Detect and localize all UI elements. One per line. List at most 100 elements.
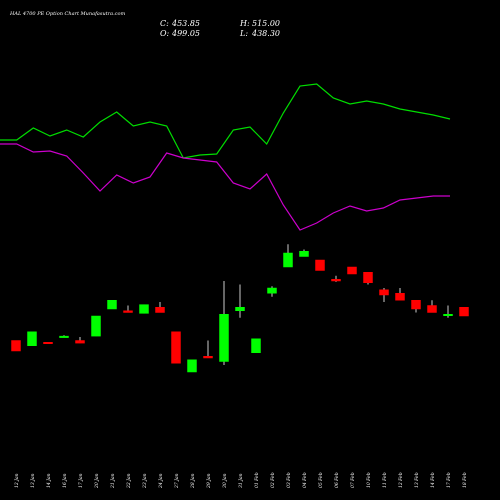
candle-18 xyxy=(299,249,309,257)
x-axis-ticks: 12 Jan 13 Jan 14 Jan 16 Jan 17 Jan 20 Jan 21 J… xyxy=(14,472,468,489)
candle-body xyxy=(347,266,357,275)
candle-5 xyxy=(91,315,101,337)
x-tick-label: 05 Feb xyxy=(318,472,324,488)
candle-body xyxy=(395,293,405,301)
candle-9 xyxy=(155,302,165,313)
indicator-lines xyxy=(0,83,451,231)
close-value: 453.85 xyxy=(171,19,200,28)
x-tick-label: 12 Jan xyxy=(14,473,20,488)
x-tick-label: 14 Feb xyxy=(430,472,436,488)
magenta-indicator-line xyxy=(0,143,450,231)
x-tick-label: 17 Jan xyxy=(78,473,84,488)
candle-7 xyxy=(123,305,133,313)
candle-8 xyxy=(139,304,149,314)
x-tick-label: 12 Feb xyxy=(398,472,404,488)
candle-body xyxy=(443,314,453,316)
x-tick-label: 24 Jan xyxy=(158,473,164,489)
candle-body xyxy=(459,307,469,317)
x-tick-label: 21 Jan xyxy=(110,473,116,489)
high-label: H: xyxy=(239,19,250,28)
candle-23 xyxy=(379,288,389,302)
candle-body xyxy=(331,279,341,282)
x-tick-label: 10 Feb xyxy=(366,472,372,488)
x-tick-label: 03 Feb xyxy=(286,472,292,488)
candle-body xyxy=(91,315,101,337)
candle-body xyxy=(427,305,437,313)
candle-body xyxy=(59,335,69,338)
candle-16 xyxy=(267,286,277,297)
x-tick-label: 06 Feb xyxy=(334,472,340,488)
x-tick-label: 17 Feb xyxy=(446,472,452,488)
x-tick-label: 04 Feb xyxy=(302,472,308,488)
candle-body xyxy=(107,300,117,310)
candle-19 xyxy=(315,259,325,271)
candle-body xyxy=(155,307,165,313)
candle-body xyxy=(363,272,373,283)
x-tick-label: 13 Jan xyxy=(30,473,36,488)
candle-12 xyxy=(203,340,213,359)
open-label: O: xyxy=(160,29,170,38)
candle-20 xyxy=(331,275,341,282)
candle-body xyxy=(219,314,229,362)
candle-body xyxy=(139,304,149,314)
open-value: 499.05 xyxy=(171,29,200,38)
candles xyxy=(11,244,469,373)
candle-28 xyxy=(459,307,469,317)
candle-body xyxy=(187,359,197,373)
candle-2 xyxy=(43,342,53,344)
candle-body xyxy=(283,252,293,268)
candle-body xyxy=(267,287,277,294)
x-tick-label: 29 Jan xyxy=(206,473,212,489)
candle-6 xyxy=(107,300,117,310)
candle-body xyxy=(75,340,85,344)
x-tick-label: 18 Feb xyxy=(462,472,468,488)
candle-0 xyxy=(11,340,21,352)
candle-body xyxy=(11,340,21,352)
x-tick-label: 20 Jan xyxy=(94,473,100,489)
green-indicator-line xyxy=(0,83,451,159)
candle-body xyxy=(411,300,421,310)
x-tick-label: 14 Jan xyxy=(46,473,52,488)
candle-14 xyxy=(235,284,245,318)
candle-body xyxy=(171,331,181,364)
candle-10 xyxy=(171,331,181,364)
candle-3 xyxy=(59,335,69,338)
x-tick-label: 02 Feb xyxy=(270,472,276,488)
x-tick-label: 31 Jan xyxy=(238,473,244,488)
x-tick-label: 27 Jan xyxy=(174,473,180,489)
ohlc-readout: C: 453.85 H: 515.00 O: 499.05 L: 438.30 xyxy=(160,19,280,38)
candle-15 xyxy=(251,338,261,353)
candle-body xyxy=(379,289,389,296)
candle-22 xyxy=(363,272,373,285)
high-value: 515.00 xyxy=(252,19,280,28)
candle-body xyxy=(299,251,309,257)
x-tick-label: 22 Jan xyxy=(126,473,132,489)
x-tick-label: 11 Feb xyxy=(382,472,388,488)
candle-24 xyxy=(395,288,405,301)
x-tick-label: 01 Feb xyxy=(254,472,260,488)
candle-27 xyxy=(443,305,453,318)
candle-1 xyxy=(27,331,37,346)
candle-4 xyxy=(75,337,85,344)
x-tick-label: 28 Jan xyxy=(190,473,196,489)
candle-26 xyxy=(427,300,437,313)
candle-13 xyxy=(219,281,229,365)
candle-body xyxy=(43,342,53,344)
candle-body xyxy=(315,259,325,271)
candle-body xyxy=(203,356,213,359)
x-tick-label: 13 Feb xyxy=(414,472,420,488)
candle-body xyxy=(27,331,37,346)
chart-title: HAL 4700 PE Option Chart Munafasutra.com xyxy=(9,11,125,17)
candle-21 xyxy=(347,266,357,275)
low-value: 438.30 xyxy=(251,29,280,38)
candle-body xyxy=(235,307,245,311)
x-tick-label: 30 Jan xyxy=(222,473,228,488)
x-tick-label: 07 Feb xyxy=(350,472,356,488)
candle-17 xyxy=(283,244,293,268)
close-label: C: xyxy=(160,19,169,28)
candle-25 xyxy=(411,300,421,313)
x-tick-label: 23 Jan xyxy=(142,473,148,489)
candle-body xyxy=(123,310,133,313)
low-label: L: xyxy=(239,29,248,38)
